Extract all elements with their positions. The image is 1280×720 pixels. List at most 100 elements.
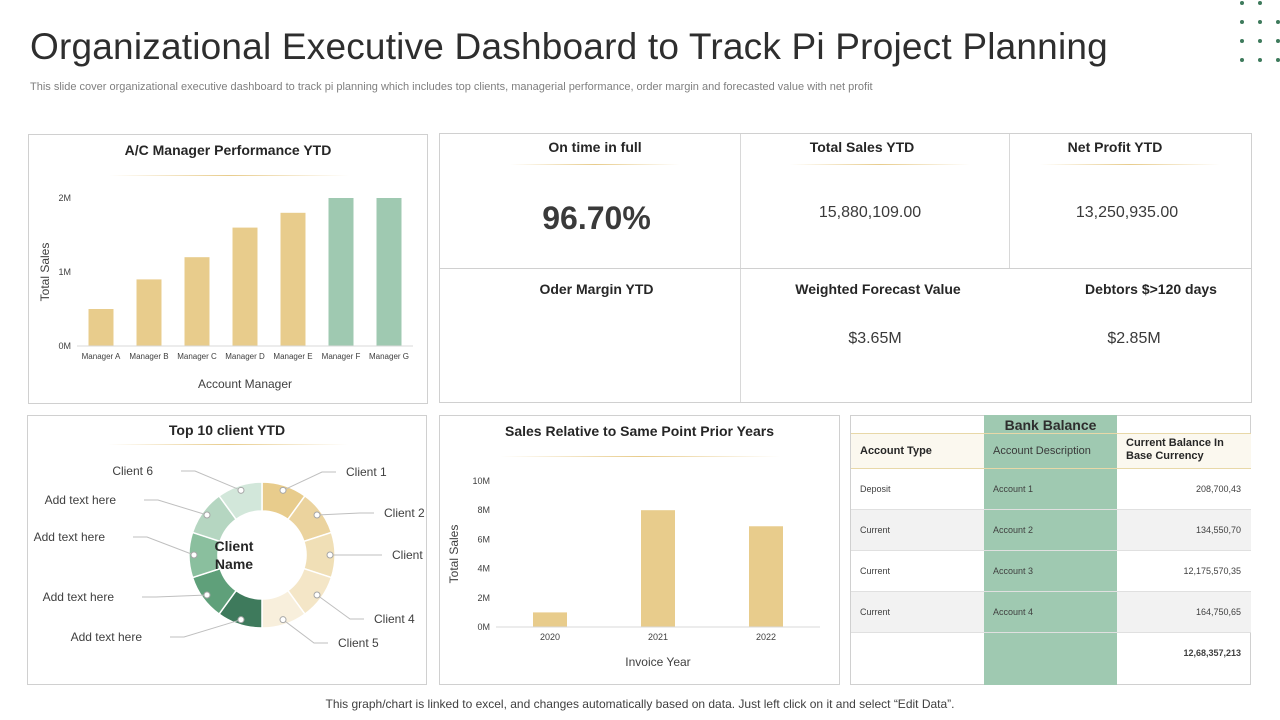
donut-marker [279, 616, 287, 624]
y-tick-label: 2M [477, 593, 490, 603]
donut-center-label: Name [215, 556, 253, 572]
donut-label: Add text here [45, 493, 117, 507]
account-description-cell: Account 4 [993, 607, 1034, 617]
bank-balance-table: Bank Balance Account Type Account Descri… [850, 415, 1251, 685]
column-header-account-type: Account Type [860, 445, 932, 457]
donut-marker [326, 551, 334, 559]
donut-label: Add text here [34, 530, 106, 544]
table-row[interactable]: Current Account 2 134,550,70 [851, 510, 1251, 551]
table-total-row[interactable]: 12,68,357,213 [851, 633, 1251, 674]
donut-slice [218, 481, 263, 521]
page-subtitle: This slide cover organizational executiv… [30, 81, 873, 93]
debtors-label: Debtors $>120 days [1085, 281, 1217, 297]
bar [749, 526, 783, 627]
sales-relative-panel: Sales Relative to Same Point Prior Years… [439, 415, 840, 685]
bar [184, 257, 210, 346]
on-time-label: On time in full [548, 139, 642, 155]
donut-marker [279, 486, 287, 494]
donut-marker [237, 486, 245, 494]
column-header-account-description: Account Description [993, 445, 1091, 457]
balance-cell: 134,550,70 [1195, 525, 1241, 535]
total-balance-cell: 12,68,357,213 [1183, 648, 1241, 658]
x-tick-label: Manager G [369, 352, 409, 361]
balance-cell: 164,750,65 [1195, 607, 1241, 617]
donut-leader-line [282, 619, 328, 644]
title-underline [790, 164, 970, 165]
y-tick-label: 0M [58, 341, 71, 351]
top-clients-donut-chart[interactable]: Client 1 Client 2 Client 3 Client 4 Client 5… [28, 416, 426, 684]
donut-marker [203, 511, 211, 519]
donut-leader-line [181, 470, 242, 491]
donut-label: Client 1 [346, 465, 387, 479]
account-type-cell: Current [860, 607, 891, 617]
donut-label: Add text here [71, 630, 143, 644]
x-tick-label: Manager D [225, 352, 265, 361]
net-profit-value: 13,250,935.00 [1075, 204, 1179, 221]
title-underline [108, 444, 348, 445]
donut-label: Client 5 [338, 636, 379, 650]
x-tick-label: Manager B [129, 352, 168, 361]
x-tick-label: Manager C [177, 352, 217, 361]
donut-label: Client 2 [384, 506, 425, 520]
order-margin-gauge[interactable]: 050100150 [440, 268, 740, 402]
kpi-divider [1009, 134, 1010, 268]
account-type-cell: Current [860, 525, 891, 535]
top-clients-panel: Top 10 client YTD Client 1 Client 2 Client… [27, 415, 427, 685]
bar [88, 309, 114, 346]
table-row[interactable]: Current Account 4 164,750,65 [851, 592, 1251, 633]
table-row[interactable]: Current Account 3 12,175,570,35 [851, 551, 1251, 592]
bar [376, 198, 402, 346]
bar [136, 279, 162, 346]
table-header: Account Type Account Description Current… [851, 433, 1251, 469]
balance-cell: 208,700,43 [1195, 484, 1241, 494]
bar [328, 198, 354, 346]
net-profit-label: Net Profit YTD [1067, 139, 1163, 155]
table-row[interactable]: Deposit Account 1 208,700,43 [851, 469, 1251, 510]
bar [280, 212, 306, 346]
y-tick-label: 4M [477, 564, 490, 574]
donut-label: Client 3 [392, 548, 426, 562]
kpi-divider [440, 268, 1251, 269]
title-underline [510, 164, 680, 165]
on-time-value: 96.70% [542, 200, 651, 236]
total-sales-label: Total Sales YTD [809, 139, 915, 155]
bank-balance-title: Bank Balance [1004, 417, 1097, 433]
y-tick-label: 1M [58, 267, 71, 277]
total-sales-value: 15,880,109.00 [818, 204, 922, 221]
x-axis-title: Invoice Year [625, 655, 690, 669]
donut-leader-line [144, 499, 208, 516]
y-tick-label: 8M [477, 505, 490, 515]
balance-cell: 12,175,570,35 [1183, 566, 1241, 576]
sales-chart-title: Sales Relative to Same Point Prior Years [505, 423, 774, 439]
x-tick-label: 2022 [756, 632, 776, 642]
title-underline [109, 175, 349, 176]
manager-chart-title: A/C Manager Performance YTD [124, 142, 332, 158]
x-tick-label: 2021 [648, 632, 668, 642]
donut-leader-line [142, 594, 208, 598]
y-tick-label: 6M [477, 534, 490, 544]
y-tick-label: 0M [477, 622, 490, 632]
donut-center-label: Client [215, 538, 254, 554]
y-axis-title: Total Sales [447, 525, 461, 584]
donut-marker [237, 616, 245, 624]
account-description-cell: Account 2 [993, 525, 1034, 535]
kpi-panel: On time in full 96.70% Total Sales YTD 1… [439, 133, 1252, 403]
title-underline [1040, 164, 1220, 165]
donut-marker [313, 591, 321, 599]
sales-bar-chart[interactable]: 0M 2M 4M 6M 8M 10M 2020 2021 2022 Invoice Year Tot… [440, 416, 839, 684]
y-tick-label: 2M [58, 193, 71, 203]
manager-bar-chart[interactable]: 0M 1M 2M Manager A Manager B Manager C Manager… [29, 135, 427, 403]
donut-marker [203, 591, 211, 599]
donut-leader-line [170, 619, 242, 638]
donut-leader-line [316, 594, 364, 620]
x-tick-label: 2020 [540, 632, 560, 642]
page-title: Organizational Executive Dashboard to Tr… [30, 26, 1108, 67]
bar [232, 227, 258, 346]
x-axis-title: Account Manager [198, 377, 292, 391]
bar [641, 510, 675, 627]
weighted-forecast-label: Weighted Forecast Value [795, 281, 961, 297]
x-tick-label: Manager E [273, 352, 312, 361]
column-header-current-balance: Current Balance In Base Currency [1126, 437, 1224, 462]
bar [533, 612, 567, 627]
account-description-cell: Account 1 [993, 484, 1034, 494]
